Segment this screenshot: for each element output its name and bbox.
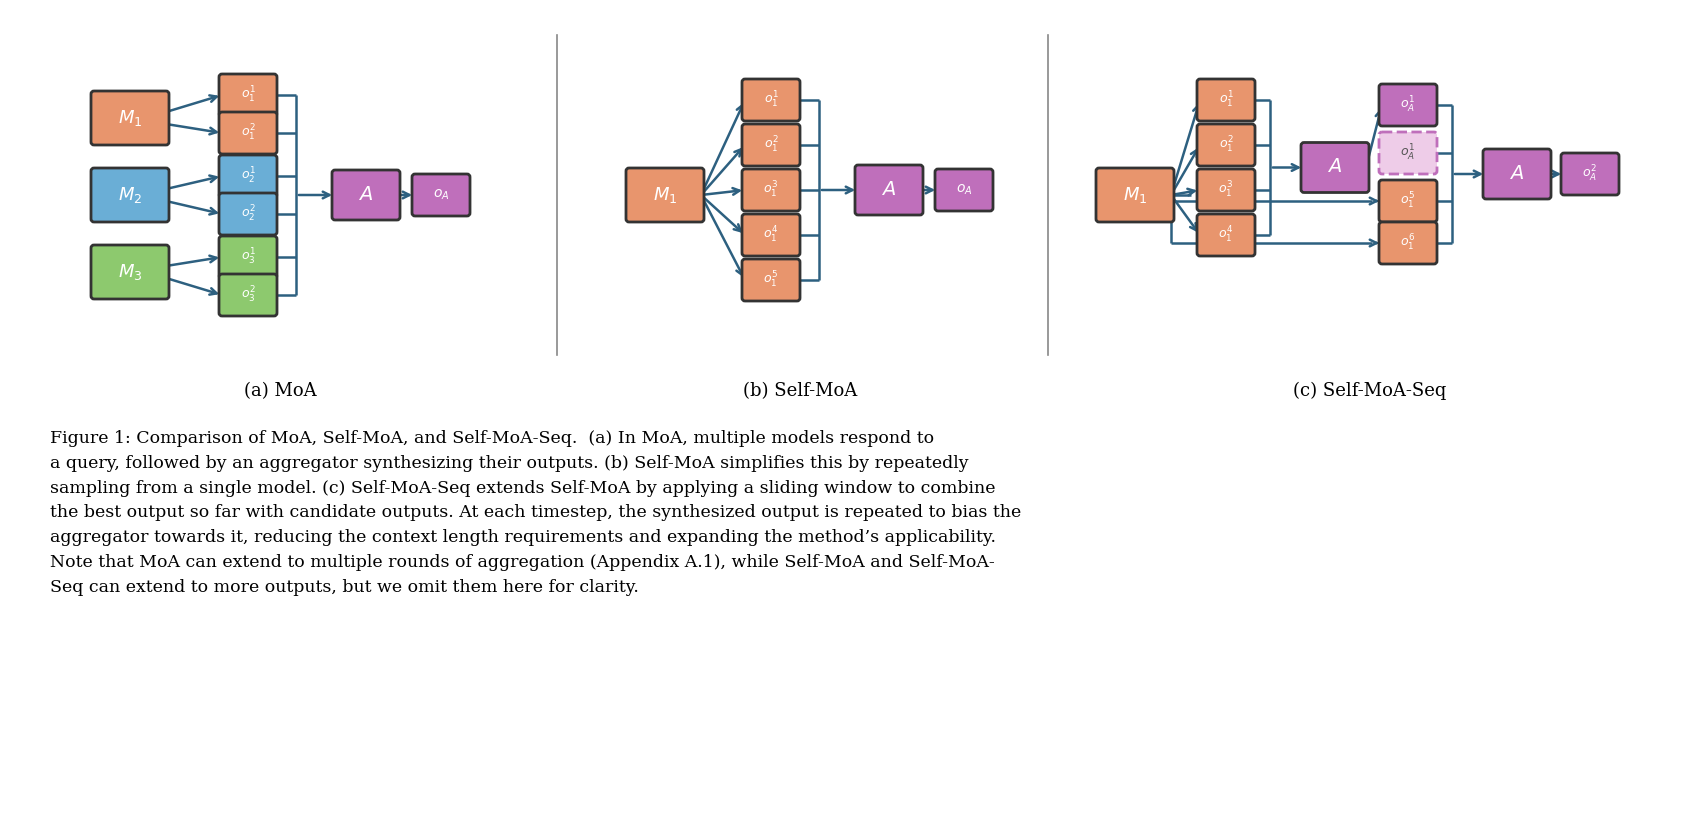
Text: $o_A^1$: $o_A^1$ bbox=[1401, 95, 1416, 115]
FancyBboxPatch shape bbox=[1096, 168, 1174, 222]
FancyBboxPatch shape bbox=[1197, 124, 1254, 166]
FancyBboxPatch shape bbox=[626, 168, 705, 222]
Text: (a) MoA: (a) MoA bbox=[243, 382, 317, 400]
Text: $o_1^2$: $o_1^2$ bbox=[764, 135, 778, 155]
Text: $o_1^5$: $o_1^5$ bbox=[1401, 191, 1416, 211]
FancyBboxPatch shape bbox=[1197, 214, 1254, 256]
FancyBboxPatch shape bbox=[220, 236, 277, 278]
Text: (c) Self-MoA-Seq: (c) Self-MoA-Seq bbox=[1294, 382, 1447, 401]
FancyBboxPatch shape bbox=[1197, 79, 1254, 121]
Text: $o_1^1$: $o_1^1$ bbox=[240, 85, 255, 105]
FancyBboxPatch shape bbox=[1379, 180, 1436, 222]
FancyBboxPatch shape bbox=[1379, 132, 1436, 174]
FancyBboxPatch shape bbox=[1379, 222, 1436, 264]
FancyBboxPatch shape bbox=[220, 112, 277, 154]
FancyBboxPatch shape bbox=[742, 214, 800, 256]
Text: $o_1^1$: $o_1^1$ bbox=[1219, 90, 1234, 110]
Text: $o_1^3$: $o_1^3$ bbox=[764, 180, 778, 200]
Text: $A$: $A$ bbox=[1510, 165, 1525, 183]
Text: Figure 1: Comparison of MoA, Self-MoA, and Self-MoA-Seq.  (a) In MoA, multiple m: Figure 1: Comparison of MoA, Self-MoA, a… bbox=[49, 430, 1021, 596]
Text: $o_3^2$: $o_3^2$ bbox=[240, 285, 255, 305]
FancyBboxPatch shape bbox=[220, 274, 277, 316]
Text: $M_1$: $M_1$ bbox=[117, 108, 143, 128]
Text: (b) Self-MoA: (b) Self-MoA bbox=[742, 382, 858, 400]
FancyBboxPatch shape bbox=[742, 79, 800, 121]
Text: $A$: $A$ bbox=[359, 186, 373, 204]
FancyBboxPatch shape bbox=[1561, 153, 1619, 195]
FancyBboxPatch shape bbox=[934, 169, 992, 211]
FancyBboxPatch shape bbox=[742, 169, 800, 211]
FancyBboxPatch shape bbox=[412, 174, 470, 216]
Text: $o_1^4$: $o_1^4$ bbox=[1219, 225, 1234, 245]
Text: $o_1^3$: $o_1^3$ bbox=[1219, 180, 1234, 200]
Text: $M_2$: $M_2$ bbox=[117, 185, 143, 205]
FancyBboxPatch shape bbox=[1300, 143, 1368, 193]
Text: $o_1^4$: $o_1^4$ bbox=[764, 225, 778, 245]
Text: $o_1^6$: $o_1^6$ bbox=[1401, 233, 1416, 253]
Text: $A$: $A$ bbox=[882, 181, 897, 199]
FancyBboxPatch shape bbox=[90, 245, 168, 299]
FancyBboxPatch shape bbox=[742, 124, 800, 166]
Text: $o_1^5$: $o_1^5$ bbox=[764, 270, 778, 290]
Text: $o_A^1$: $o_A^1$ bbox=[1401, 143, 1416, 163]
FancyBboxPatch shape bbox=[90, 168, 168, 222]
Text: $o_1^2$: $o_1^2$ bbox=[1219, 135, 1234, 155]
FancyBboxPatch shape bbox=[90, 91, 168, 145]
FancyBboxPatch shape bbox=[1482, 149, 1551, 199]
FancyBboxPatch shape bbox=[1197, 169, 1254, 211]
Text: $o_2^1$: $o_2^1$ bbox=[240, 166, 255, 186]
Text: $o_A$: $o_A$ bbox=[432, 188, 449, 202]
FancyBboxPatch shape bbox=[220, 155, 277, 197]
Text: $o_1^2$: $o_1^2$ bbox=[240, 123, 255, 143]
FancyBboxPatch shape bbox=[220, 193, 277, 235]
Text: $A$: $A$ bbox=[1328, 158, 1343, 176]
Text: $o_2^2$: $o_2^2$ bbox=[240, 204, 255, 224]
FancyBboxPatch shape bbox=[854, 165, 922, 215]
Text: $M_1$: $M_1$ bbox=[654, 185, 677, 205]
FancyBboxPatch shape bbox=[220, 74, 277, 116]
FancyBboxPatch shape bbox=[332, 170, 400, 220]
Text: $M_1$: $M_1$ bbox=[1123, 185, 1147, 205]
FancyBboxPatch shape bbox=[1379, 84, 1436, 126]
Text: $M_3$: $M_3$ bbox=[117, 262, 143, 282]
Text: $o_A$: $o_A$ bbox=[957, 183, 972, 197]
Text: $o_1^1$: $o_1^1$ bbox=[764, 90, 778, 110]
Text: $o_A^2$: $o_A^2$ bbox=[1583, 164, 1598, 184]
FancyBboxPatch shape bbox=[742, 259, 800, 301]
Text: $o_3^1$: $o_3^1$ bbox=[240, 247, 255, 267]
